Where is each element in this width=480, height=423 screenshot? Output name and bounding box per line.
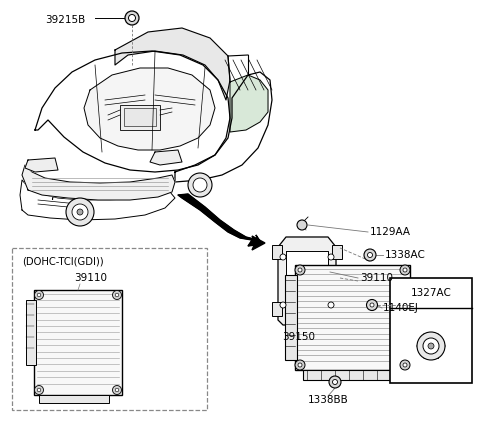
Circle shape (35, 385, 44, 395)
Circle shape (364, 249, 376, 261)
Bar (332, 302, 342, 316)
Circle shape (188, 173, 212, 197)
Circle shape (37, 293, 41, 297)
Text: 1129AA: 1129AA (370, 227, 411, 237)
Polygon shape (22, 165, 175, 200)
Circle shape (77, 209, 83, 215)
Circle shape (35, 291, 44, 299)
Text: 39215B: 39215B (45, 15, 85, 25)
Circle shape (428, 343, 434, 349)
Circle shape (368, 253, 372, 258)
Text: 1338BB: 1338BB (308, 395, 349, 405)
Circle shape (329, 376, 341, 388)
Text: (DOHC-TCI(GDI)): (DOHC-TCI(GDI)) (22, 257, 104, 267)
Circle shape (417, 332, 445, 360)
Circle shape (66, 198, 94, 226)
Circle shape (423, 338, 439, 354)
Circle shape (400, 265, 410, 275)
Bar (34, 290, 122, 395)
Circle shape (115, 293, 119, 297)
Bar (26, 300, 36, 365)
Circle shape (295, 360, 305, 370)
Bar (332, 245, 342, 259)
Bar (12, 248, 207, 410)
Circle shape (193, 178, 207, 192)
Polygon shape (20, 180, 175, 220)
Bar (120, 105, 160, 130)
Bar (124, 108, 156, 126)
Circle shape (129, 14, 135, 22)
Polygon shape (115, 28, 230, 100)
Text: 1327AC: 1327AC (410, 288, 451, 298)
Polygon shape (286, 251, 328, 311)
Bar (39, 395, 109, 403)
Circle shape (333, 379, 337, 385)
Circle shape (298, 363, 302, 367)
Circle shape (295, 265, 305, 275)
Bar (272, 302, 282, 316)
Circle shape (328, 254, 334, 260)
Polygon shape (150, 150, 182, 165)
Circle shape (297, 220, 307, 230)
Circle shape (115, 388, 119, 392)
Circle shape (112, 385, 121, 395)
Circle shape (400, 360, 410, 370)
Polygon shape (252, 236, 265, 250)
Circle shape (72, 204, 88, 220)
Circle shape (298, 268, 302, 272)
Circle shape (125, 11, 139, 25)
Circle shape (403, 268, 407, 272)
Text: 39110: 39110 (74, 273, 107, 283)
Circle shape (367, 299, 377, 310)
Polygon shape (175, 72, 272, 182)
Text: 39110: 39110 (360, 273, 393, 283)
Polygon shape (230, 75, 268, 132)
Circle shape (280, 302, 286, 308)
Circle shape (112, 291, 121, 299)
Bar (303, 370, 393, 380)
Bar (295, 265, 410, 370)
Polygon shape (84, 68, 215, 150)
Text: 1338AC: 1338AC (385, 250, 426, 260)
Circle shape (370, 303, 374, 307)
Text: 39150: 39150 (282, 332, 315, 342)
Bar (390, 278, 472, 383)
Bar (272, 245, 282, 259)
Circle shape (37, 388, 41, 392)
Polygon shape (278, 237, 336, 325)
Polygon shape (178, 194, 262, 246)
Circle shape (403, 363, 407, 367)
Polygon shape (35, 51, 230, 172)
Circle shape (280, 254, 286, 260)
Polygon shape (25, 158, 58, 172)
Circle shape (328, 302, 334, 308)
Bar (285, 275, 297, 360)
Text: 1140EJ: 1140EJ (383, 303, 419, 313)
